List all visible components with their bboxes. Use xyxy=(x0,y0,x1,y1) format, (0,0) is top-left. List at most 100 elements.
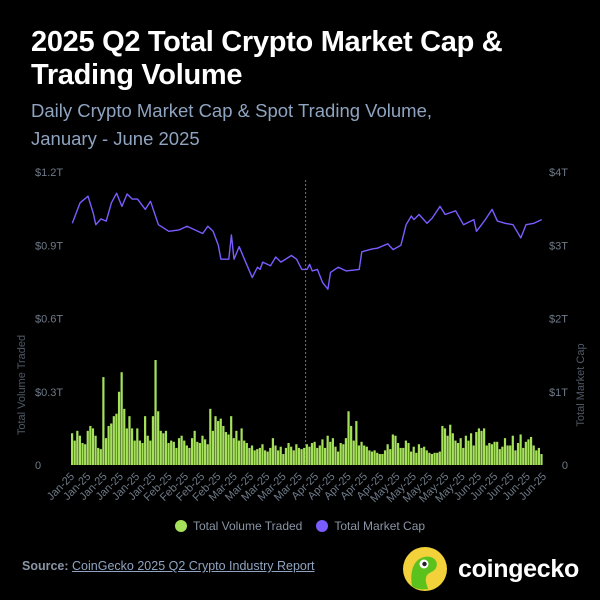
volume-bar xyxy=(86,430,89,465)
volume-bar xyxy=(334,446,337,465)
right-tick-label: $1T xyxy=(549,387,568,399)
volume-bar xyxy=(488,443,491,465)
marketcap-legend-dot-icon xyxy=(316,520,329,532)
volume-bar xyxy=(149,440,152,465)
volume-bar xyxy=(250,445,254,465)
volume-bar xyxy=(237,440,241,465)
left-axis-ticks: 0 $0.3T $0.6T $0.9T $1.2T xyxy=(35,167,63,472)
volume-bar xyxy=(456,443,460,465)
volume-bar xyxy=(128,416,131,465)
volume-bar xyxy=(164,430,168,465)
volume-bar xyxy=(214,416,217,465)
market-cap-line xyxy=(71,192,543,290)
volume-bar xyxy=(188,447,191,465)
volume-bar xyxy=(493,441,496,465)
volume-bar xyxy=(263,450,267,465)
volume-bar xyxy=(256,449,259,465)
volume-bar xyxy=(355,421,358,465)
left-axis-title: Total Volume Traded xyxy=(16,335,28,435)
source-link[interactable]: CoinGecko 2025 Q2 Crypto Industry Report xyxy=(72,559,315,573)
volume-bar xyxy=(295,444,298,465)
volume-bar xyxy=(449,424,452,465)
volume-bar xyxy=(245,443,248,465)
right-tick-label: 0 xyxy=(562,460,568,472)
volume-bar xyxy=(232,438,235,465)
volume-bar xyxy=(339,443,342,465)
volume-bar xyxy=(506,445,509,465)
volume-bar xyxy=(303,447,306,465)
chart-subtitle: Daily Crypto Market Cap & Spot Trading V… xyxy=(31,97,591,153)
volume-bar xyxy=(412,446,415,465)
volume-bar xyxy=(123,408,126,465)
volume-bar xyxy=(308,446,311,465)
volume-bar xyxy=(516,443,520,465)
right-tick-label: $4T xyxy=(549,167,568,179)
volume-bar xyxy=(146,435,149,465)
volume-bar xyxy=(469,433,473,465)
volume-bar xyxy=(167,443,170,465)
volume-bar xyxy=(313,441,316,465)
volume-bar xyxy=(451,433,454,465)
legend-volume-label: Total Volume Traded xyxy=(192,519,303,533)
volume-bar xyxy=(485,445,488,465)
volume-bar xyxy=(446,435,449,465)
volume-bar xyxy=(344,438,348,465)
volume-bar xyxy=(172,441,175,465)
volume-bar xyxy=(410,451,413,465)
volume-bar xyxy=(464,435,467,465)
left-tick-label: $1.2T xyxy=(35,167,63,179)
volume-bar xyxy=(136,428,139,465)
volume-bar xyxy=(441,425,444,465)
volume-bar xyxy=(78,435,82,465)
volume-bar xyxy=(248,447,251,465)
volume-bar xyxy=(193,430,196,465)
volume-bar xyxy=(217,421,220,465)
volume-bar xyxy=(420,447,423,465)
volume-bar xyxy=(71,433,74,465)
volume-bar xyxy=(537,447,540,465)
volume-bar xyxy=(144,416,147,465)
volume-bar xyxy=(462,447,465,465)
volume-bar xyxy=(177,438,181,465)
volume-bar xyxy=(73,440,76,465)
volume-bar xyxy=(378,454,381,465)
volume-bar xyxy=(472,445,475,465)
right-axis-title: Total Market Cap xyxy=(575,343,587,426)
volume-bar xyxy=(399,447,402,465)
volume-bar xyxy=(81,443,84,465)
chart-legend: Total Volume Traded Total Market Cap xyxy=(0,519,600,533)
volume-bar xyxy=(370,451,374,465)
right-tick-label: $3T xyxy=(549,240,568,252)
volume-bar xyxy=(230,416,233,465)
volume-bar xyxy=(141,443,144,465)
volume-bar xyxy=(318,445,321,465)
volume-bar xyxy=(125,428,128,465)
right-axis-ticks: 0 $1T $2T $3T $4T xyxy=(549,167,568,472)
volume-bar xyxy=(391,434,394,465)
volume-bar xyxy=(524,441,527,465)
volume-bar xyxy=(222,425,225,465)
volume-bar xyxy=(290,446,293,465)
legend-item-volume[interactable]: Total Volume Traded xyxy=(174,519,303,533)
volume-bar xyxy=(104,438,108,465)
volume-bar xyxy=(342,444,345,465)
volume-bar xyxy=(511,435,514,465)
volume-bar xyxy=(266,451,269,465)
volume-bar xyxy=(277,450,280,465)
source-prefix: Source: xyxy=(22,559,69,573)
volume-bar xyxy=(211,430,215,465)
volume-bar xyxy=(321,439,324,465)
volume-bar xyxy=(185,445,188,465)
volume-bar xyxy=(110,423,113,465)
volume-bar xyxy=(433,452,436,465)
volume-bar xyxy=(253,450,256,465)
legend-item-marketcap[interactable]: Total Market Cap xyxy=(316,519,425,533)
subtitle-line-2: January - June 2025 xyxy=(31,128,200,149)
volume-bar xyxy=(76,430,79,465)
volume-bar xyxy=(102,377,105,465)
volume-bar xyxy=(438,451,441,465)
volume-bar xyxy=(443,428,447,465)
volume-legend-dot-icon xyxy=(174,520,187,532)
volume-bar xyxy=(529,436,533,465)
volume-bar xyxy=(532,445,535,465)
